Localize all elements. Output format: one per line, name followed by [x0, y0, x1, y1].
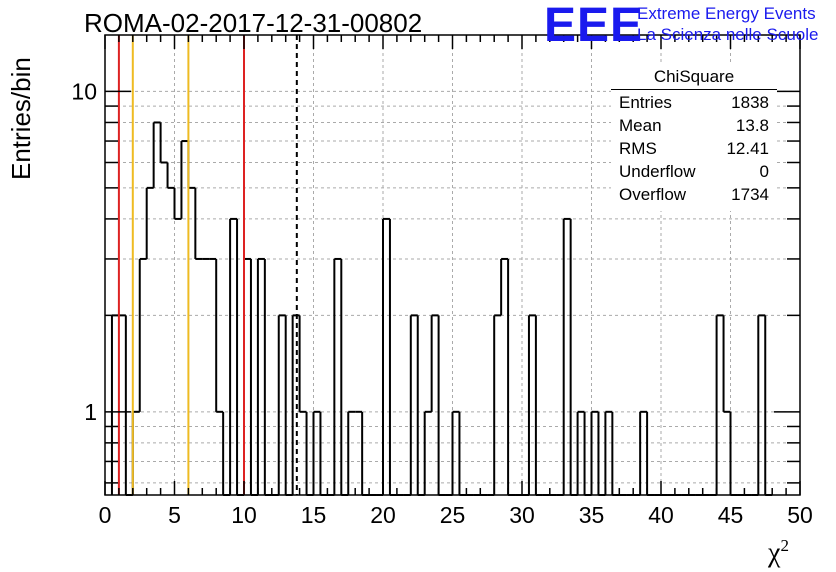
stats-key: RMS — [619, 139, 657, 158]
reference-lines — [117, 35, 298, 495]
stats-row-mean: Mean 13.8 — [619, 116, 769, 138]
x-tick-label: 35 — [579, 502, 605, 528]
stats-value: 13.8 — [735, 116, 769, 135]
x-tick-label: 10 — [231, 502, 257, 528]
x-tick-label: 5 — [168, 502, 181, 528]
x-axis-label: χ2 — [768, 536, 789, 569]
stats-value: 12.41 — [726, 139, 769, 158]
stats-box: ChiSquare Entries 1838 Mean 13.8 RMS 12.… — [611, 63, 777, 211]
x-tick-label: 40 — [648, 502, 674, 528]
x-tick-label: 15 — [301, 502, 327, 528]
stats-row-rms: RMS 12.41 — [619, 139, 769, 161]
y-tick-label: 1 — [84, 399, 97, 425]
stats-value: 0 — [759, 162, 769, 181]
stats-row-entries: Entries 1838 — [619, 93, 769, 115]
stats-divider — [611, 89, 777, 90]
histogram-bars — [110, 121, 773, 496]
x-tick-label: 20 — [370, 502, 396, 528]
y-axis-ticks: 1 10 — [71, 78, 800, 484]
stats-value: 1734 — [731, 185, 769, 204]
stats-value: 1838 — [731, 93, 769, 112]
logo-line-1: Extreme Energy Events — [637, 4, 816, 23]
y-axis-label: Entries/bin — [6, 57, 36, 180]
stats-row-underflow: Underflow 0 — [619, 162, 769, 184]
x-axis-label-base: χ — [768, 537, 781, 569]
y-tick-label: 10 — [71, 78, 97, 104]
chart-title: ROMA-02-2017-12-31-00802 — [84, 8, 423, 38]
x-axis-label-sup: 2 — [780, 536, 789, 555]
stats-key: Overflow — [619, 185, 687, 204]
stats-title: ChiSquare — [653, 67, 735, 86]
stats-key: Mean — [619, 116, 662, 135]
logo-text: Extreme Energy Events La Scienza nelle S… — [637, 3, 818, 45]
stats-key: Entries — [619, 93, 672, 112]
stats-key: Underflow — [619, 162, 696, 181]
x-tick-label: 50 — [787, 502, 813, 528]
x-axis-ticks: 0 5 10 15 20 25 30 35 40 45 50 — [99, 35, 813, 528]
eee-logo: EEE — [544, 0, 644, 52]
logo-line-2: La Scienza nelle Scuole — [637, 25, 819, 44]
x-tick-label: 25 — [440, 502, 466, 528]
x-tick-label: 45 — [718, 502, 744, 528]
x-tick-label: 0 — [99, 502, 112, 528]
x-tick-label: 30 — [509, 502, 535, 528]
stats-row-overflow: Overflow 1734 — [619, 185, 769, 207]
